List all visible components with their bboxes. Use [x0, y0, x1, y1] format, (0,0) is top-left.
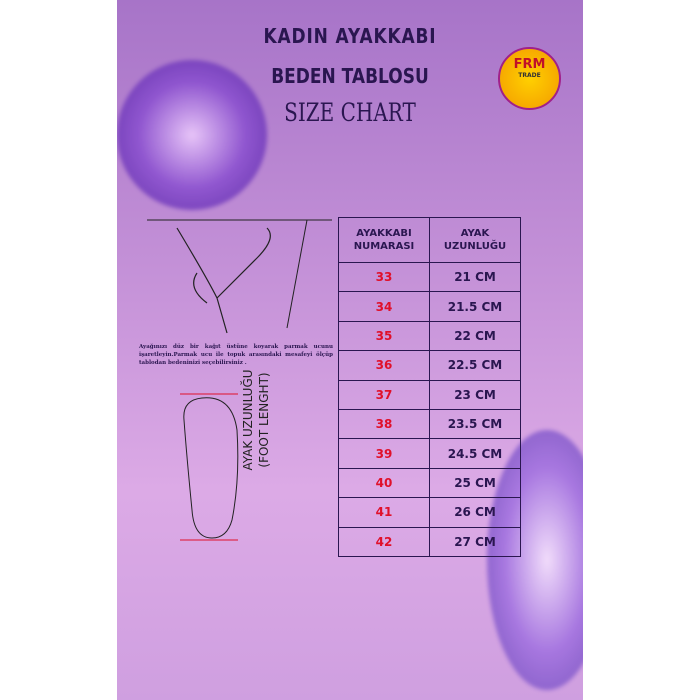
- title-line-2: BEDEN TABLOSU: [271, 64, 429, 88]
- foot-length: 27 CM: [429, 526, 521, 557]
- shoe-size: 36: [338, 350, 430, 381]
- table-row: 40 25 CM: [338, 467, 521, 499]
- table-row: 36 22.5 CM: [338, 350, 521, 381]
- table-row: 42 27 CM: [338, 526, 521, 557]
- table-row: 41 26 CM: [338, 497, 521, 528]
- table-row: 34 21.5 CM: [338, 291, 521, 322]
- size-table: AYAKKABI NUMARASI AYAK UZUNLUĞU 33 21 CM 3…: [338, 217, 521, 557]
- foot-outline-illustration: [180, 393, 239, 541]
- table-row: 33 21 CM: [338, 261, 521, 293]
- logo-text: FRM: [513, 57, 546, 72]
- foot-length: 24.5 CM: [429, 438, 521, 469]
- foot-length: 26 CM: [429, 497, 521, 528]
- foot-length: 21 CM: [429, 261, 521, 293]
- table-row: 38 23.5 CM: [338, 408, 521, 440]
- shoe-size: 35: [338, 320, 430, 352]
- table-row: 35 22 CM: [338, 320, 521, 352]
- foot-length: 22.5 CM: [429, 350, 521, 381]
- foot-length-label-en: (FOOT LENGHT): [257, 372, 271, 468]
- foot-length-label-tr: AYAK UZUNLUĞU: [241, 369, 255, 471]
- title-line-3: SIZE CHART: [284, 98, 416, 127]
- decorative-blob: [117, 60, 267, 210]
- title-line-1: KADIN AYAKKABI: [263, 24, 437, 48]
- foot-length: 21.5 CM: [429, 291, 521, 322]
- foot-length: 22 CM: [429, 320, 521, 352]
- shoe-size: 40: [338, 467, 430, 499]
- shoe-size: 37: [338, 379, 430, 410]
- hand-measuring-illustration: [147, 219, 332, 334]
- foot-length: 25 CM: [429, 467, 521, 499]
- header-shoe-size: AYAKKABI NUMARASI: [338, 217, 430, 263]
- shoe-size: 41: [338, 497, 430, 528]
- table-row: 37 23 CM: [338, 379, 521, 410]
- foot-length: 23.5 CM: [429, 408, 521, 440]
- foot-length: 23 CM: [429, 379, 521, 410]
- shoe-size: 39: [338, 438, 430, 469]
- table-row: 39 24.5 CM: [338, 438, 521, 469]
- measurement-instruction: Ayağınızı düz bir kağıt üstüne koyarak p…: [139, 344, 333, 366]
- shoe-size: 34: [338, 291, 430, 322]
- shoe-size: 38: [338, 408, 430, 440]
- shoe-size: 33: [338, 261, 430, 293]
- header-foot-length: AYAK UZUNLUĞU: [429, 217, 521, 263]
- shoe-size: 42: [338, 526, 430, 557]
- frm-trade-logo: FRM TRADE: [498, 47, 561, 110]
- logo-subtext: TRADE: [518, 72, 541, 79]
- foot-length-label: AYAK UZUNLUĞU (FOOT LENGHT): [240, 360, 272, 480]
